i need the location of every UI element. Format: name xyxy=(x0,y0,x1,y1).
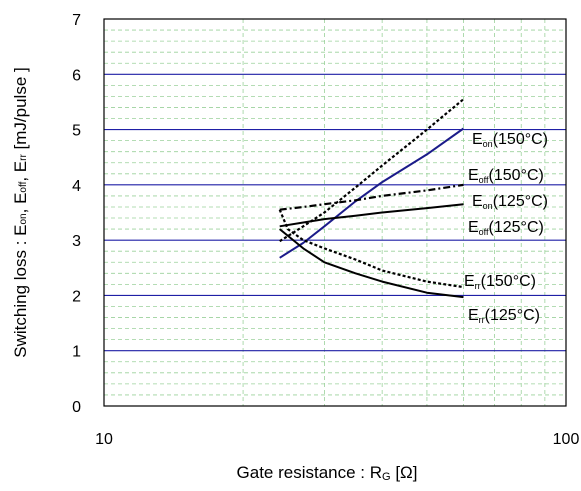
series-line-1 xyxy=(279,98,465,243)
y-tick-label: 5 xyxy=(72,123,81,140)
plot-frame xyxy=(103,18,567,407)
annotation-label: Eoff(125°C) xyxy=(468,219,544,237)
y-tick-label: 0 xyxy=(72,399,81,416)
y-tick-label: 3 xyxy=(72,233,81,250)
annotation-label: Err(150°C) xyxy=(464,273,536,291)
x-tick-label: 100 xyxy=(553,431,580,448)
annotation-label: Err(125°C) xyxy=(468,307,540,325)
series-layer xyxy=(278,98,465,299)
series-line-4 xyxy=(279,203,464,228)
series-line-3 xyxy=(279,183,464,211)
y-tick-label: 6 xyxy=(72,67,81,84)
annotation-label: Eoff(150°C) xyxy=(468,167,544,185)
x-tick-label: 10 xyxy=(95,431,113,448)
y-axis-ticks: 0 1 2 3 4 5 6 7 xyxy=(72,12,81,416)
x-axis-ticks: 10 100 xyxy=(95,431,579,448)
annotation-label: Eon(125°C) xyxy=(472,193,548,211)
series-line-6 xyxy=(279,228,464,299)
major-grid xyxy=(104,73,566,352)
y-tick-label: 2 xyxy=(72,288,81,305)
series-line-5 xyxy=(278,209,464,289)
y-tick-label: 4 xyxy=(72,178,81,195)
y-tick-label: 7 xyxy=(72,12,81,29)
y-tick-label: 1 xyxy=(72,344,81,361)
annotations: Eon(150°C) Eon(125°C) Eoff(150°C) Eoff(125°… xyxy=(464,131,548,325)
x-axis-label: Gate resistance : RG [Ω] xyxy=(237,463,418,483)
y-axis-label: Switching loss : Eon, Eoff, Err [mJ/puls… xyxy=(11,67,30,357)
series-line-2 xyxy=(279,127,465,259)
minor-grid xyxy=(104,19,566,406)
annotation-label: Eon(150°C) xyxy=(472,131,548,149)
